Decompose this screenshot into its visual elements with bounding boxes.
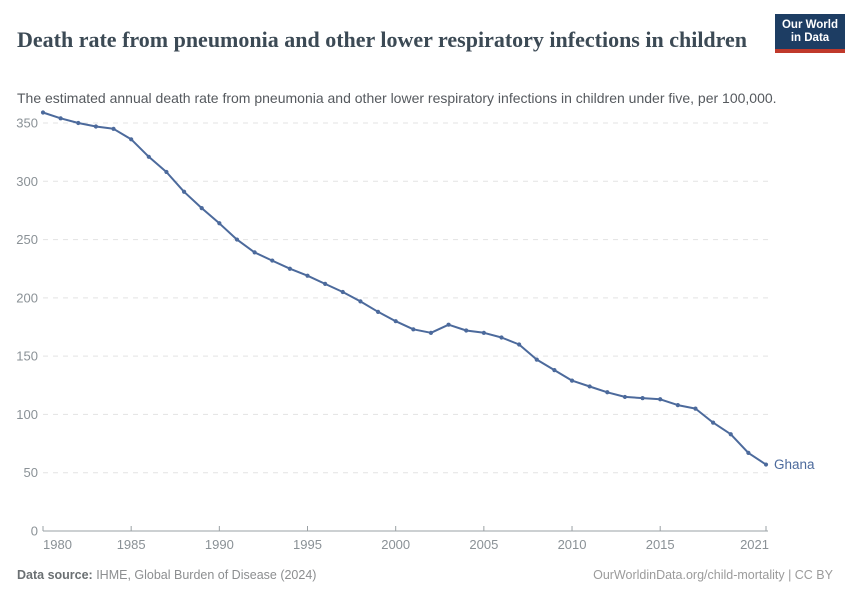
data-point[interactable]	[675, 403, 680, 408]
data-point[interactable]	[411, 327, 416, 332]
owid-citation-link[interactable]: OurWorldinData.org/child-mortality | CC …	[593, 568, 833, 582]
data-point[interactable]	[164, 169, 169, 175]
data-point[interactable]	[234, 237, 240, 242]
data-point[interactable]	[270, 258, 275, 263]
data-point[interactable]	[305, 273, 310, 278]
data-point[interactable]	[728, 432, 733, 437]
y-tick-label: 150	[16, 349, 38, 364]
data-point[interactable]	[658, 397, 663, 402]
x-tick-label: 2021	[740, 537, 769, 552]
y-tick-label: 300	[16, 174, 38, 189]
x-tick-label: 2000	[381, 537, 410, 552]
data-point[interactable]	[640, 396, 645, 401]
chart-footer: Data source: IHME, Global Burden of Dise…	[17, 568, 833, 583]
data-point[interactable]	[76, 120, 81, 126]
data-point[interactable]	[622, 394, 628, 400]
data-source: Data source: IHME, Global Burden of Dise…	[17, 568, 316, 583]
data-point[interactable]	[710, 420, 716, 425]
data-source-label: Data source:	[17, 568, 93, 582]
data-point[interactable]	[763, 462, 769, 467]
x-tick-label: 2015	[646, 537, 675, 552]
chart-subtitle: The estimated annual death rate from pne…	[17, 90, 777, 106]
y-tick-label: 250	[16, 232, 38, 247]
data-point[interactable]	[93, 124, 99, 129]
data-point[interactable]	[534, 357, 539, 362]
data-point[interactable]	[375, 309, 381, 314]
data-point[interactable]	[181, 189, 187, 194]
data-point[interactable]	[323, 281, 328, 286]
y-tick-label: 200	[16, 290, 38, 305]
x-tick-label: 2005	[469, 537, 498, 552]
owid-logo[interactable]: Our World in Data	[775, 14, 845, 53]
owid-logo-line1: Our World	[781, 19, 838, 31]
y-tick-label: 50	[24, 465, 38, 480]
data-point[interactable]	[287, 266, 292, 271]
x-tick-label: 1980	[43, 537, 72, 552]
data-point[interactable]	[552, 368, 557, 373]
data-point[interactable]	[393, 319, 398, 324]
series-label[interactable]: Ghana	[774, 457, 815, 472]
data-point[interactable]	[111, 126, 116, 131]
data-point[interactable]	[569, 378, 575, 383]
data-point[interactable]	[517, 342, 522, 347]
data-point[interactable]	[146, 154, 151, 159]
data-point[interactable]	[40, 110, 46, 115]
y-tick-label: 350	[16, 116, 38, 131]
data-point[interactable]	[217, 221, 222, 226]
data-point[interactable]	[481, 330, 486, 335]
x-tick-label: 1990	[205, 537, 234, 552]
x-tick-label: 1985	[117, 537, 146, 552]
data-point[interactable]	[605, 390, 610, 395]
data-point[interactable]	[58, 116, 63, 121]
data-point[interactable]	[358, 299, 363, 304]
data-point[interactable]	[199, 205, 204, 211]
data-point[interactable]	[693, 406, 698, 411]
data-point[interactable]	[446, 322, 451, 327]
x-tick-label: 2010	[558, 537, 587, 552]
data-point[interactable]	[129, 137, 134, 142]
y-tick-label: 100	[16, 407, 38, 422]
data-point[interactable]	[340, 289, 345, 295]
data-point[interactable]	[252, 250, 257, 255]
data-point[interactable]	[746, 450, 751, 455]
data-point[interactable]	[587, 384, 592, 389]
data-line[interactable]	[42, 111, 767, 466]
data-point[interactable]	[428, 330, 434, 335]
owid-logo-line2: in Data	[790, 32, 830, 44]
data-point[interactable]	[499, 335, 504, 340]
data-point[interactable]	[464, 328, 469, 333]
data-source-text: IHME, Global Burden of Disease (2024)	[92, 568, 317, 582]
page-title: Death rate from pneumonia and other lowe…	[17, 26, 748, 52]
x-tick-label: 1995	[293, 537, 322, 552]
y-tick-label: 0	[31, 524, 38, 539]
